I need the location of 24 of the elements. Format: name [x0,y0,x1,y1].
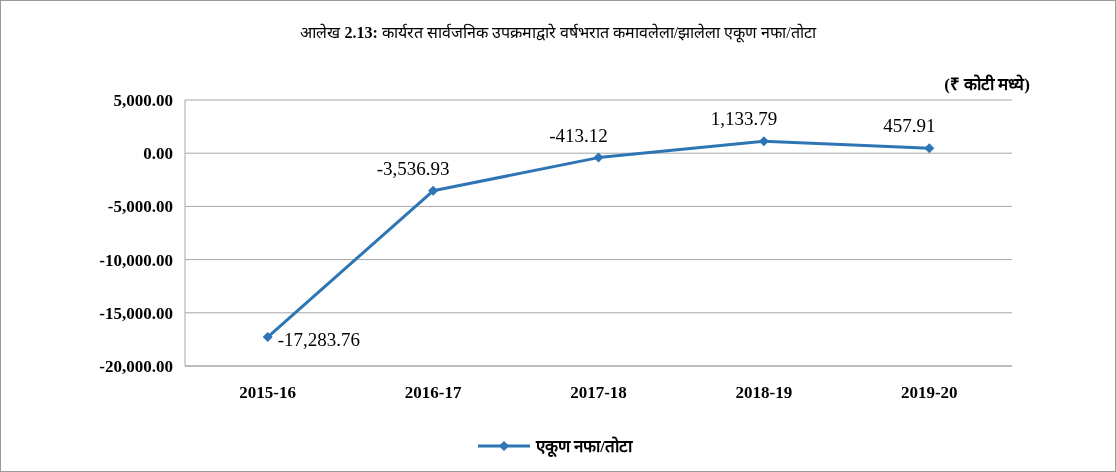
x-tick-label: 2016-17 [404,383,462,402]
y-tick-label: 5,000.00 [113,91,173,110]
point [593,152,604,163]
y-tick-label: -10,000.00 [99,250,173,270]
data-label: 1,133.79 [710,108,778,130]
data-label: 457.91 [883,115,936,137]
y-tick-label: -15,000.00 [99,303,173,323]
data-label: -3,536.93 [376,157,450,179]
x-tick-label: 2019-20 [900,383,958,402]
data-label: -17,283.76 [277,329,361,351]
x-tick-label: 2015-16 [239,383,297,402]
point [758,136,769,147]
y-tick-label: 0.00 [143,144,173,164]
point [428,185,439,196]
y-tick-label: -20,000.00 [99,357,173,376]
x-tick-label: 2017-18 [570,383,627,402]
y-tick-label: -5,000.00 [107,197,173,217]
data-label: -413.12 [549,124,608,146]
x-tick-label: 2018-19 [735,383,793,402]
legend-label: एकूण नफा/तोटा [535,436,633,458]
point [924,143,935,154]
text: (₹ कोटी मध्ये) [944,74,1030,94]
chart-title: आलेख 2.13: कार्यरत सार्वजनिक उपक्रमाद्वारे वर्षभरात कमावलेला/झालेला एकूण नफा/तोटा [300,23,817,43]
point [262,332,273,343]
